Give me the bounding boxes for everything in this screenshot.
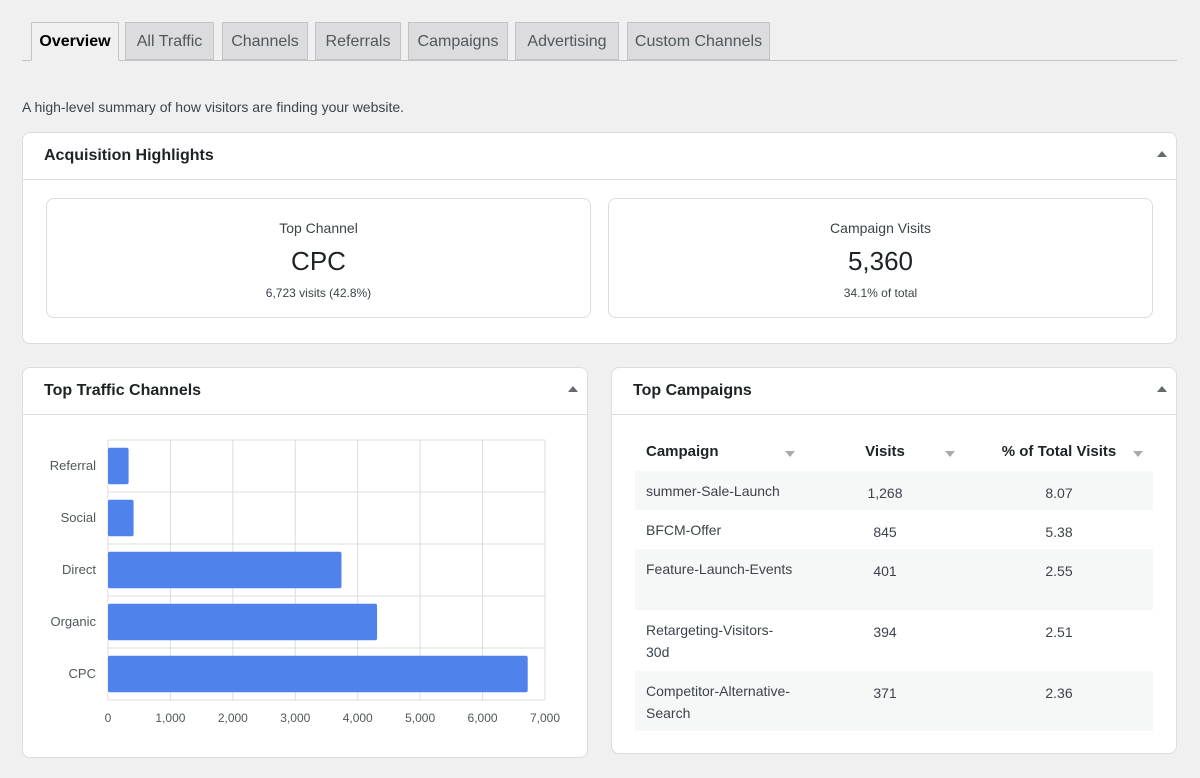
collapse-toggle-icon[interactable] bbox=[567, 384, 579, 396]
bar bbox=[108, 447, 129, 485]
stat-subtext: 34.1% of total bbox=[843, 286, 918, 300]
table-row: summer-Sale-Launch 1,268 8.07 bbox=[635, 471, 1153, 510]
column-header-visits[interactable]: Visits bbox=[805, 431, 965, 471]
x-tick-label: 5,000 bbox=[405, 711, 435, 725]
bar bbox=[108, 603, 378, 641]
sort-arrow-icon bbox=[945, 451, 955, 457]
category-label: Referral bbox=[50, 458, 96, 473]
acquisition-highlights-panel: Acquisition Highlights Top Channel CPC 6… bbox=[22, 132, 1177, 344]
channels-bar-chart: 0 1,000 2,000 3,000 4,000 5,000 6,000 7,000 Refe… bbox=[50, 439, 560, 725]
cell-pct: 2.51 bbox=[1045, 624, 1073, 640]
cell-pct: 2.55 bbox=[965, 549, 1153, 610]
sort-arrow-icon bbox=[785, 451, 795, 457]
cell-pct: 8.07 bbox=[965, 471, 1153, 510]
column-header-pct-total[interactable]: % of Total Visits bbox=[965, 431, 1153, 471]
table-row: Competitor-Alternative-Search 371 2.36 bbox=[635, 671, 1153, 731]
collapse-toggle-icon[interactable] bbox=[1156, 384, 1168, 396]
category-label: Direct bbox=[62, 562, 96, 577]
stat-subtext: 6,723 visits (42.8%) bbox=[265, 286, 372, 300]
bar bbox=[108, 551, 342, 589]
panel-title: Acquisition Highlights bbox=[44, 147, 214, 164]
panel-title: Top Campaigns bbox=[633, 382, 752, 399]
cell-campaign: summer-Sale-Launch bbox=[635, 471, 805, 510]
top-traffic-channels-panel: Top Traffic Channels 0 1,000 2,000 3,000 4,0… bbox=[22, 367, 588, 758]
panel-title: Top Traffic Channels bbox=[44, 382, 202, 399]
tab-campaigns[interactable]: Campaigns bbox=[408, 22, 508, 60]
category-label: CPC bbox=[69, 666, 96, 681]
page-description: A high-level summary of how visitors are… bbox=[22, 99, 405, 115]
tab-referrals[interactable]: Referrals bbox=[315, 22, 401, 60]
collapse-toggle-icon[interactable] bbox=[1156, 149, 1168, 161]
x-tick-label: 1,000 bbox=[155, 711, 185, 725]
campaigns-table: Campaign Visits % of Total Visits summer… bbox=[635, 431, 1153, 731]
tab-custom-channels[interactable]: Custom Channels bbox=[627, 22, 770, 60]
x-tick-label: 6,000 bbox=[468, 711, 498, 725]
cell-campaign: Competitor-Alternative-Search bbox=[635, 671, 805, 731]
cell-visits: 371 bbox=[805, 671, 965, 731]
x-tick-label: 2,000 bbox=[218, 711, 248, 725]
tab-all-traffic[interactable]: All Traffic bbox=[125, 22, 214, 60]
stat-label: Top Channel bbox=[279, 220, 358, 236]
top-channel-card: Top Channel CPC 6,723 visits (42.8%) bbox=[46, 198, 591, 318]
x-tick-label: 4,000 bbox=[343, 711, 373, 725]
cell-campaign: BFCM-Offer bbox=[646, 522, 722, 538]
stat-label: Campaign Visits bbox=[830, 220, 931, 236]
x-tick-label: 7,000 bbox=[530, 711, 560, 725]
column-header-campaign[interactable]: Campaign bbox=[635, 431, 805, 471]
sort-arrow-icon bbox=[1133, 451, 1143, 457]
cell-pct: 2.36 bbox=[965, 671, 1153, 731]
cell-visits: 394 bbox=[873, 624, 897, 640]
cell-campaign: Feature-Launch-Events bbox=[635, 549, 805, 610]
panel-header: Acquisition Highlights bbox=[23, 133, 1176, 180]
tab-channels[interactable]: Channels bbox=[222, 22, 308, 60]
table-row: Retargeting-Visitors-30d 394 2.51 bbox=[635, 610, 1153, 671]
cell-visits: 401 bbox=[805, 549, 965, 610]
bar bbox=[108, 499, 134, 537]
x-tick-label: 3,000 bbox=[280, 711, 310, 725]
stat-value: 5,360 bbox=[847, 246, 914, 276]
category-label: Organic bbox=[50, 614, 96, 629]
table-row: Feature-Launch-Events 401 2.55 bbox=[635, 549, 1153, 610]
tab-overview[interactable]: Overview bbox=[31, 22, 119, 61]
top-campaigns-panel: Top Campaigns Campaign Visits % of Total… bbox=[611, 367, 1177, 754]
cell-pct: 5.38 bbox=[1045, 524, 1073, 540]
category-label: Social bbox=[61, 510, 97, 525]
cell-campaign: Retargeting-Visitors-30d bbox=[646, 622, 774, 660]
tab-advertising[interactable]: Advertising bbox=[515, 22, 619, 60]
x-tick-label: 0 bbox=[105, 711, 112, 725]
panel-header: Top Traffic Channels bbox=[23, 368, 587, 415]
panel-header: Top Campaigns bbox=[612, 368, 1176, 415]
cell-visits: 1,268 bbox=[805, 471, 965, 510]
campaign-visits-card: Campaign Visits 5,360 34.1% of total bbox=[608, 198, 1153, 318]
bar bbox=[108, 655, 528, 693]
cell-visits: 845 bbox=[873, 524, 897, 540]
table-row: BFCM-Offer 845 5.38 bbox=[635, 510, 1153, 549]
tab-bar: Overview All Traffic Channels Referrals … bbox=[22, 21, 1177, 61]
stat-value: CPC bbox=[291, 246, 346, 276]
